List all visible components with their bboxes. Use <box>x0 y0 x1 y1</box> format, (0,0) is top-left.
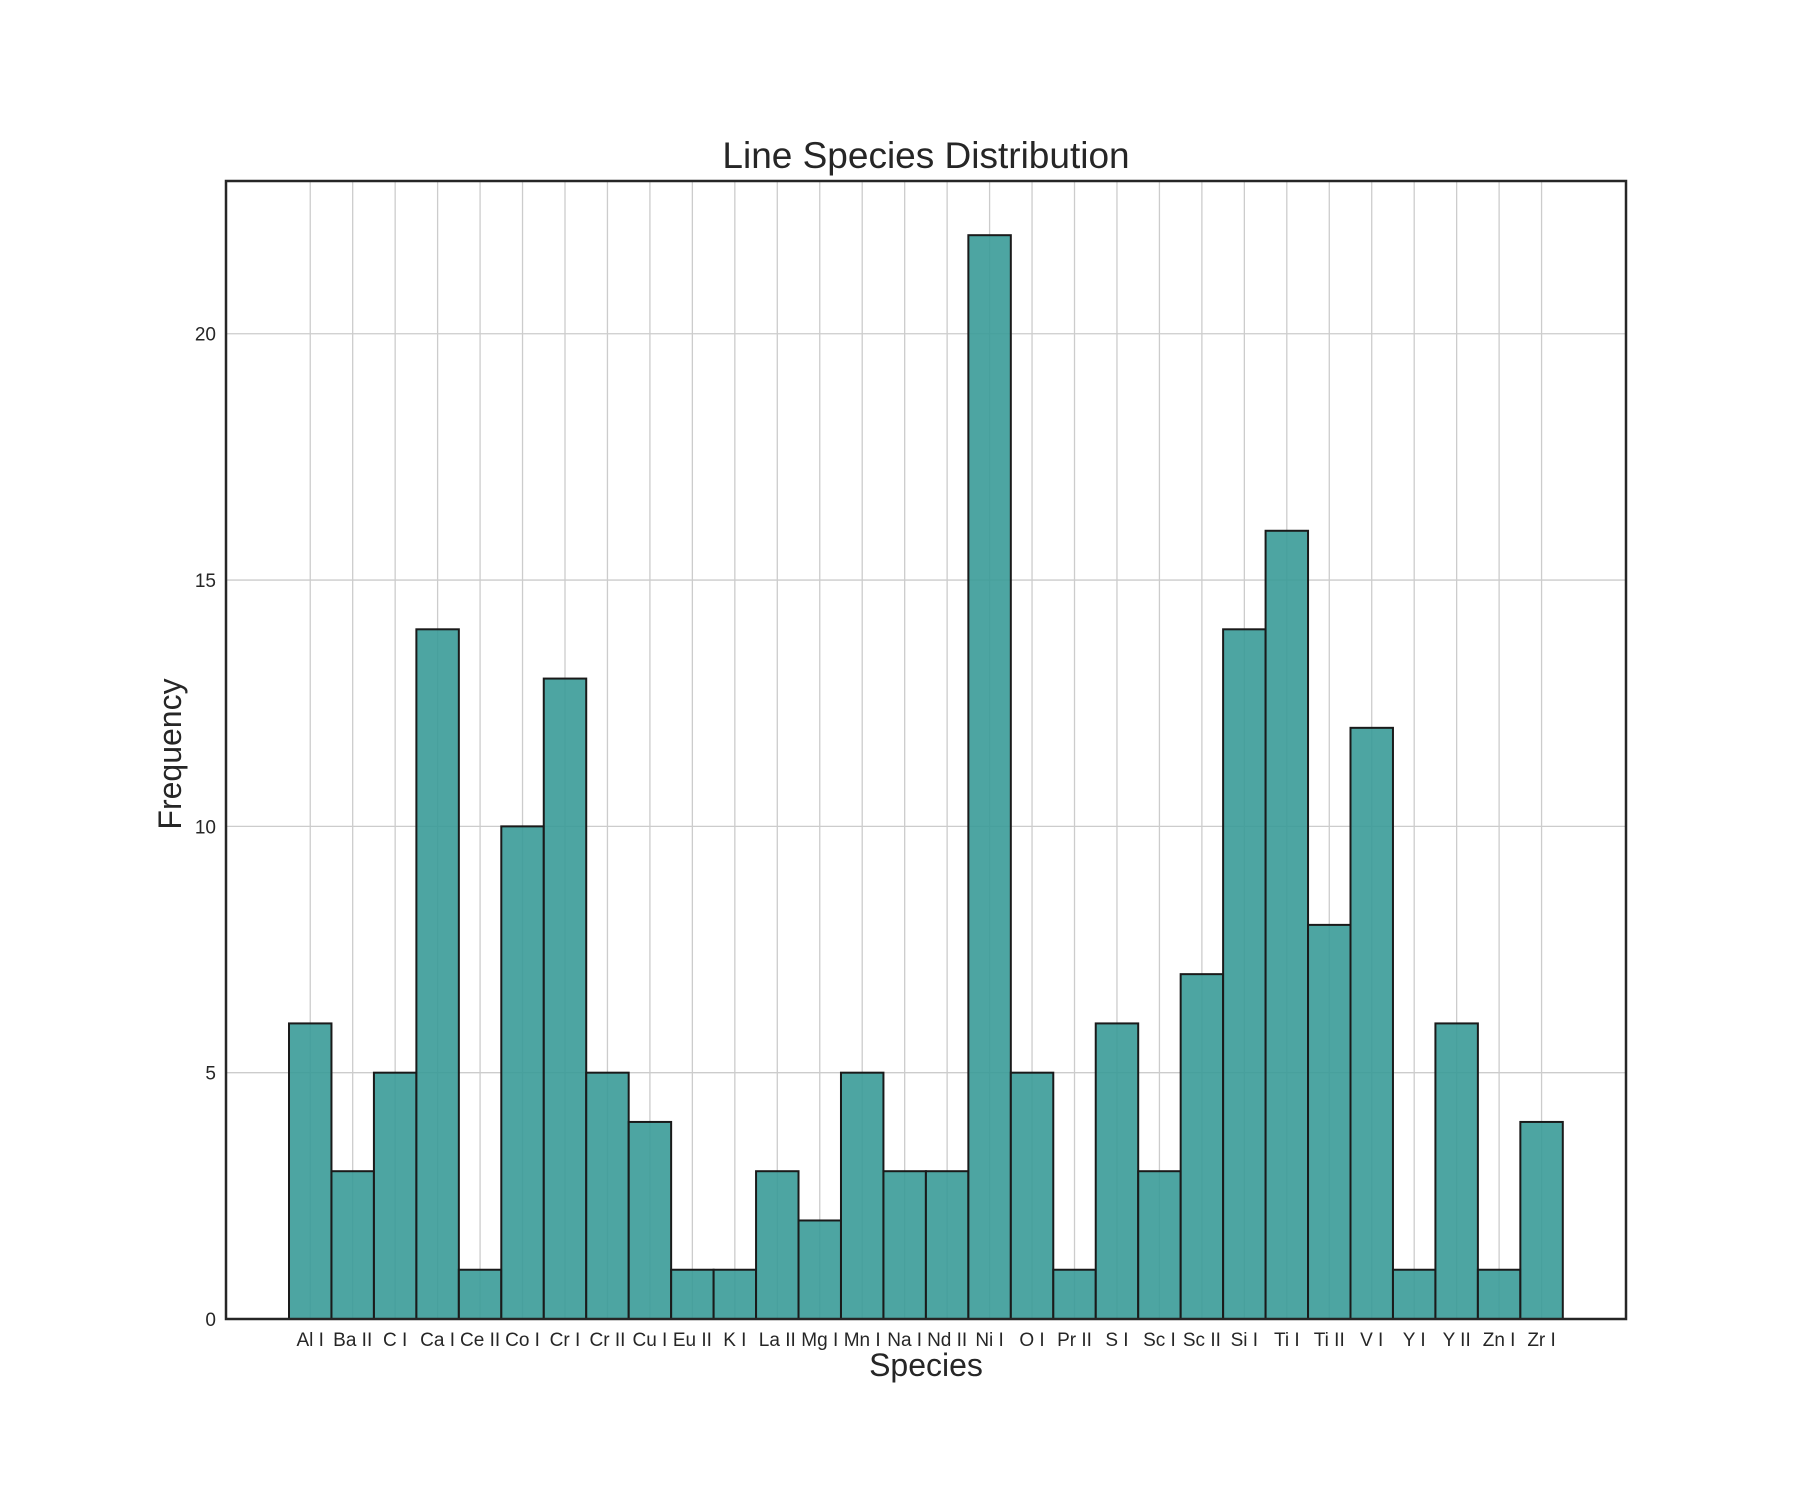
x-tick-label: Sc II <box>1183 1330 1221 1351</box>
bar-pr-ii <box>1052 1268 1097 1321</box>
bar-c-i <box>372 1071 418 1321</box>
x-tick-label: Ti I <box>1274 1330 1300 1351</box>
x-tick-label: Y II <box>1443 1330 1471 1351</box>
x-tick-label: Al I <box>297 1330 324 1351</box>
x-tick-label: Ce II <box>460 1330 500 1351</box>
bar-eu-ii <box>670 1268 715 1321</box>
bar-zr-i <box>1519 1120 1564 1320</box>
bar-mn-i <box>839 1071 885 1321</box>
x-tick-label: Ba II <box>333 1330 372 1351</box>
bar-co-i <box>500 825 545 1320</box>
y-axis-label: Frequency <box>152 678 188 829</box>
bar-la-ii <box>755 1170 800 1320</box>
bar-sc-i <box>1137 1170 1182 1320</box>
bar-cr-ii <box>585 1071 630 1321</box>
x-tick-label: S I <box>1105 1330 1128 1351</box>
x-tick-label: Sc I <box>1143 1330 1176 1351</box>
x-tick-label: Ti II <box>1314 1330 1345 1351</box>
y-tick-label: 20 <box>195 325 216 346</box>
y-tick-labels: 0 5 10 15 20 <box>195 325 216 1331</box>
x-tick-label: Mn I <box>844 1330 881 1351</box>
bar-nd-ii <box>924 1170 970 1320</box>
x-tick-label: Cr II <box>590 1330 626 1351</box>
bar-zn-i <box>1476 1268 1522 1321</box>
x-tick-label: O I <box>1019 1330 1044 1351</box>
bar-ca-i <box>415 628 460 1320</box>
x-tick-label: Cr I <box>550 1330 581 1351</box>
bar-ni-i <box>967 234 1012 1321</box>
bar-na-i <box>882 1170 927 1320</box>
bar-sc-ii <box>1179 973 1225 1320</box>
bar-cu-i <box>627 1120 673 1320</box>
bar-al-i <box>288 1022 333 1320</box>
bar-y-ii <box>1434 1022 1479 1320</box>
x-tick-label: Zn I <box>1483 1330 1516 1351</box>
x-tick-label: Eu II <box>673 1330 712 1351</box>
bar-cr-i <box>542 677 588 1320</box>
bar-si-i <box>1222 628 1267 1320</box>
x-tick-label: C I <box>383 1330 407 1351</box>
y-tick-label: 5 <box>205 1064 216 1085</box>
bar-y-i <box>1391 1268 1437 1321</box>
x-tick-label: Co I <box>505 1330 540 1351</box>
plot-frame <box>224 179 1628 1321</box>
bar-ba-ii <box>330 1170 375 1320</box>
x-tick-label: Pr II <box>1057 1330 1092 1351</box>
x-tick-label: Zr I <box>1527 1330 1556 1351</box>
bar-mg-i <box>797 1219 842 1320</box>
bar-k-i <box>712 1268 758 1321</box>
y-tick-label: 0 <box>205 1310 216 1331</box>
bar-s-i <box>1094 1022 1140 1320</box>
x-tick-label: Nd II <box>927 1330 967 1351</box>
chart-title: Line Species Distribution <box>722 135 1129 176</box>
bar-v-i <box>1349 726 1394 1320</box>
x-tick-label: K I <box>723 1330 746 1351</box>
x-axis-label: Species <box>869 1347 983 1383</box>
x-tick-label: Mg I <box>801 1330 838 1351</box>
x-tick-label: Ni I <box>975 1330 1004 1351</box>
bars <box>288 234 1564 1321</box>
y-tick-label: 10 <box>195 817 216 838</box>
x-tick-label: Cu I <box>632 1330 667 1351</box>
bar-ce-ii <box>457 1268 503 1321</box>
bar-ti-i <box>1264 529 1310 1320</box>
y-tick-label: 15 <box>195 571 216 592</box>
x-tick-label: Y I <box>1403 1330 1426 1351</box>
bar-o-i <box>1009 1071 1055 1321</box>
bar-ti-ii <box>1307 923 1352 1320</box>
x-tick-label: V I <box>1360 1330 1383 1351</box>
x-tick-label: Ca I <box>420 1330 455 1351</box>
x-tick-label: Si I <box>1231 1330 1258 1351</box>
x-tick-label: La II <box>759 1330 796 1351</box>
x-tick-label: Na I <box>887 1330 922 1351</box>
x-tick-labels: Al I Ba II C I Ca I Ce II Co I Cr I Cr II Cu I Eu… <box>297 1330 1556 1351</box>
